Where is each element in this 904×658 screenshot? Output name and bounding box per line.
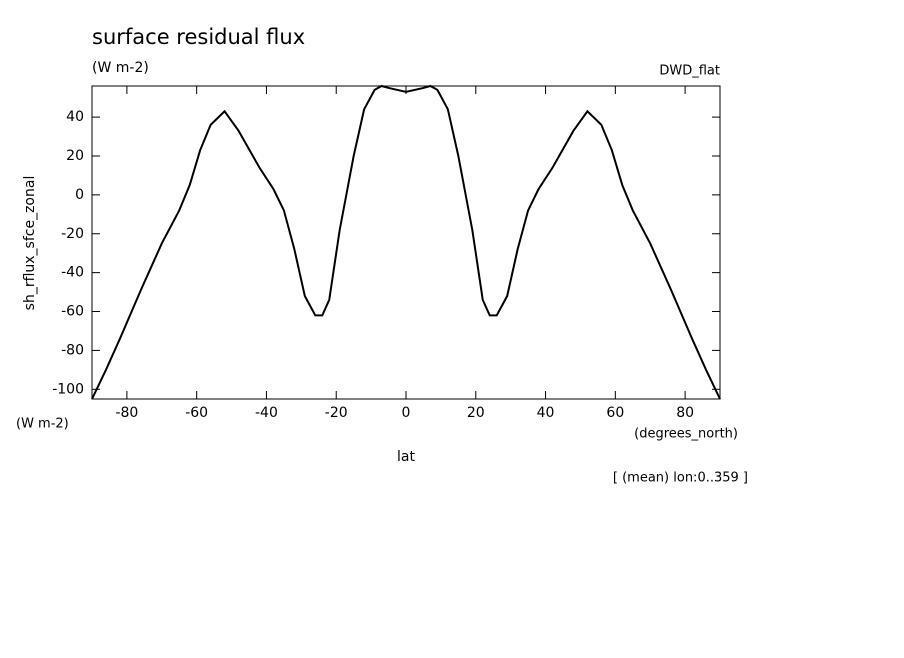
y-tick-label: -80	[61, 342, 84, 358]
y-units: (W m-2)	[16, 417, 69, 432]
x-tick-label: 60	[606, 405, 624, 421]
x-tick-label: 40	[537, 405, 555, 421]
plot-frame	[91, 85, 721, 400]
y-tick-label: 0	[75, 187, 84, 203]
x-tick-label: -20	[325, 405, 348, 421]
y-tick-label: -60	[61, 304, 84, 320]
y-tick-label: 20	[66, 148, 84, 164]
y-axis-label: sh_rflux_sfce_zonal	[22, 176, 38, 311]
x-axis-label: lat	[397, 449, 415, 465]
y-tick-label: 40	[66, 109, 84, 125]
x-tick-label: 20	[467, 405, 485, 421]
dataset-label: DWD_flat	[659, 64, 720, 79]
data-line	[91, 84, 721, 400]
y-tick-label: -40	[61, 265, 84, 281]
chart-title: surface residual flux	[92, 25, 305, 49]
y-tick-label: -20	[61, 226, 84, 242]
chart-subtitle: (W m-2)	[92, 60, 149, 76]
x-tick-label: 0	[402, 405, 411, 421]
x-units: (degrees_north)	[634, 427, 738, 442]
x-tick-label: -60	[185, 405, 208, 421]
x-tick-label: 80	[676, 405, 694, 421]
x-tick-label: -80	[115, 405, 138, 421]
x-tick-label: -40	[255, 405, 278, 421]
annotation: [ (mean) lon:0..359 ]	[613, 471, 748, 486]
y-tick-label: -100	[52, 381, 84, 397]
